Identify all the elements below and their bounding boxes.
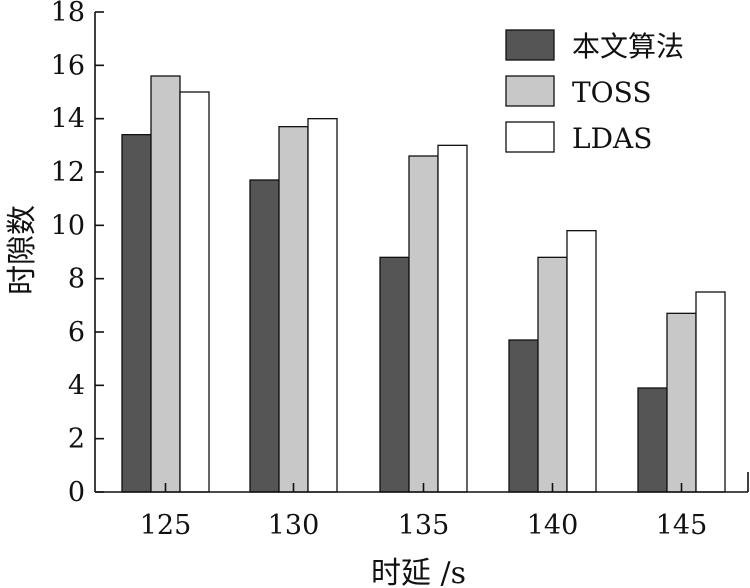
y-tick-label: 18 bbox=[51, 0, 85, 28]
y-tick-label: 12 bbox=[51, 157, 85, 188]
y-tick-label: 6 bbox=[68, 317, 85, 348]
legend-label: TOSS bbox=[572, 76, 652, 109]
bars-layer bbox=[121, 75, 726, 493]
x-tick-label: 140 bbox=[527, 510, 579, 541]
x-tick-label: 125 bbox=[140, 510, 192, 541]
y-tick-label: 0 bbox=[68, 477, 85, 508]
bar-ldas-135 bbox=[437, 144, 468, 493]
y-tick-label: 2 bbox=[68, 424, 85, 455]
bar-proposed-145 bbox=[637, 387, 668, 493]
bar-ldas-130 bbox=[307, 118, 338, 493]
bar-ldas-140 bbox=[566, 230, 597, 493]
bar-ldas-145 bbox=[695, 291, 726, 493]
bar-proposed-135 bbox=[379, 256, 410, 493]
bar-toss-130 bbox=[278, 126, 309, 493]
bar-ldas-125 bbox=[179, 91, 210, 493]
legend-swatch bbox=[505, 75, 555, 107]
y-tick-label: 14 bbox=[51, 104, 85, 135]
bar-proposed-125 bbox=[121, 134, 152, 493]
bar-toss-140 bbox=[537, 256, 568, 493]
x-tick-label: 135 bbox=[398, 510, 450, 541]
bar-proposed-140 bbox=[508, 339, 539, 493]
x-axis-title: 时延 /s bbox=[371, 556, 466, 588]
bar-toss-125 bbox=[150, 75, 181, 493]
legend-swatch bbox=[505, 29, 555, 61]
y-axis-title: 时隙数 bbox=[5, 205, 40, 295]
legend: 本文算法 TOSS LDAS bbox=[505, 29, 684, 155]
y-tick-label: 10 bbox=[51, 210, 85, 241]
bar-proposed-130 bbox=[249, 179, 280, 493]
axes-layer bbox=[94, 12, 749, 493]
y-tick-label: 8 bbox=[68, 264, 85, 295]
y-tick-label: 4 bbox=[68, 370, 85, 401]
legend-label: LDAS bbox=[572, 122, 652, 155]
bar-toss-135 bbox=[408, 155, 439, 493]
x-tick-label: 145 bbox=[656, 510, 708, 541]
bar-toss-145 bbox=[666, 312, 697, 493]
ticks-layer: 0 2 4 6 8 10 12 14 16 18 125 130 135 140 145 bbox=[51, 0, 708, 541]
legend-label: 本文算法 bbox=[572, 30, 684, 63]
x-tick-label: 130 bbox=[268, 510, 320, 541]
y-tick-label: 16 bbox=[51, 50, 85, 81]
legend-swatch bbox=[505, 121, 555, 153]
